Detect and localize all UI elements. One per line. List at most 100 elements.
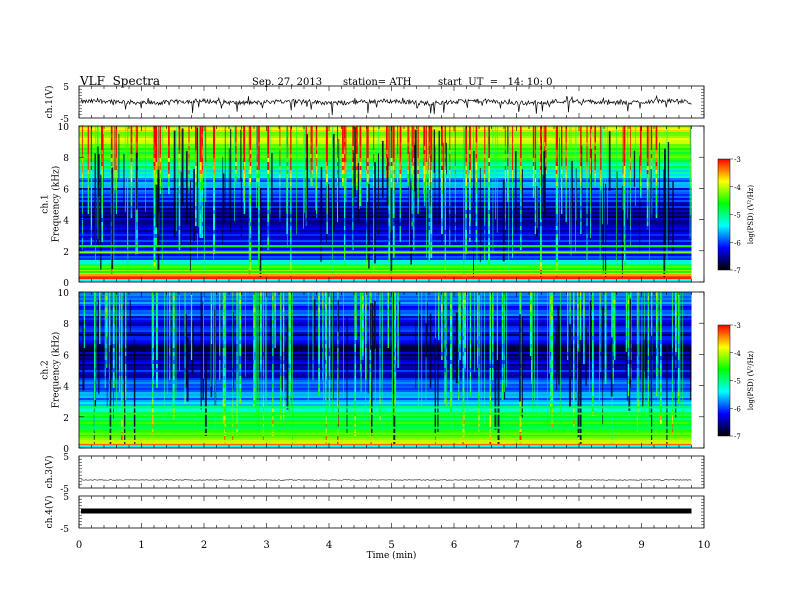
ch2-sferic xyxy=(325,332,327,336)
ch1-sferic xyxy=(373,190,375,194)
ch2-sferic xyxy=(435,316,437,320)
ch1-sferic xyxy=(532,166,535,170)
ch2-sferic xyxy=(354,332,357,336)
ch2-sferic xyxy=(478,328,480,332)
ch1-sferic xyxy=(475,214,478,218)
ch2-freq-row xyxy=(79,318,692,321)
ch2-sferic xyxy=(361,300,364,304)
ch1-sferic xyxy=(449,242,451,246)
ch1-sferic xyxy=(425,142,427,146)
ch1-sferic xyxy=(428,190,430,194)
ch1-sferic xyxy=(235,166,237,170)
ch2-sferic xyxy=(118,388,121,392)
ch1-sferic xyxy=(622,194,624,198)
ch1-dark-streak xyxy=(306,134,309,223)
ch1-sferic xyxy=(639,174,642,178)
ch1-sferic xyxy=(520,190,522,194)
ch2-sferic xyxy=(118,352,121,356)
ch1-sferic xyxy=(407,150,409,154)
ch2-sferic xyxy=(254,352,256,356)
ch2-sferic xyxy=(222,348,225,352)
ch1-sferic xyxy=(316,130,318,134)
ch2-sferic xyxy=(446,332,448,336)
ch1-sferic xyxy=(258,158,260,162)
ch1-sferic xyxy=(256,142,258,146)
ch1-sferic xyxy=(367,126,369,130)
ch1-sferic xyxy=(390,142,393,146)
ch2-sferic xyxy=(638,308,640,312)
ch1-dark-streak xyxy=(353,152,355,247)
ch2-sferic xyxy=(638,388,640,392)
ch2-sferic xyxy=(444,300,446,304)
ch2-sferic xyxy=(253,340,255,344)
ch1-sferic xyxy=(178,230,181,234)
ch1-sferic xyxy=(444,242,446,246)
ch1-sferic xyxy=(425,186,427,190)
ch2-sferic xyxy=(322,304,323,308)
ch1-sferic xyxy=(411,190,413,194)
ch2-sferic xyxy=(274,332,276,336)
ch2-sferic xyxy=(325,364,327,368)
ch2-sferic xyxy=(254,292,256,296)
ch2-sferic xyxy=(280,316,282,320)
ch2-sferic xyxy=(531,336,533,340)
ch2-sferic xyxy=(272,340,274,344)
ch2-freq-row xyxy=(79,372,692,375)
ch1-sferic xyxy=(622,158,624,162)
ch1-sferic xyxy=(178,142,181,146)
ch1-sferic xyxy=(199,166,202,170)
ch2-sferic xyxy=(444,356,446,360)
ch1-sferic xyxy=(392,206,395,210)
ch1-sferic xyxy=(428,182,431,186)
ch1-sferic xyxy=(205,170,207,174)
ch1-sferic xyxy=(153,130,155,134)
ch1-sferic xyxy=(555,190,558,194)
ch2-sferic xyxy=(222,380,225,384)
ch1-sferic xyxy=(153,214,156,218)
ch1-sferic xyxy=(650,142,653,146)
ch1-sferic xyxy=(646,222,649,226)
ch1-sferic xyxy=(267,246,270,250)
ch2-sferic xyxy=(224,300,226,304)
ch2-sferic xyxy=(579,300,582,304)
ch2-sferic xyxy=(361,348,364,352)
ch1-freq-row xyxy=(79,138,692,141)
ch1-freq-row xyxy=(79,240,692,243)
ch2-sferic xyxy=(592,372,594,376)
ch2-sferic xyxy=(361,292,364,296)
ch1-sferic xyxy=(205,166,207,170)
ch1-sferic xyxy=(630,230,631,234)
ch1-sferic xyxy=(555,158,558,162)
ch1-sferic xyxy=(512,158,514,162)
ch1-sferic xyxy=(425,162,427,166)
ch2-sferic xyxy=(224,348,226,352)
ch2-sferic xyxy=(325,376,327,380)
ch2-sferic xyxy=(478,400,480,404)
ch1-sferic xyxy=(512,154,514,158)
ch2-sferic xyxy=(492,348,494,352)
ch1-sferic xyxy=(337,126,339,130)
ch1-sferic xyxy=(130,202,133,206)
ch1-sferic xyxy=(469,218,471,222)
ch1-sferic xyxy=(646,130,649,134)
ch1-sferic xyxy=(540,154,542,158)
ch1-sferic xyxy=(342,150,344,154)
ch2-sferic xyxy=(224,316,226,320)
ch1-sferic xyxy=(413,134,415,138)
ch1-sferic xyxy=(248,210,250,214)
ch1-sferic xyxy=(248,254,250,258)
ch2-sferic xyxy=(83,344,85,348)
ch1-sferic xyxy=(413,178,415,182)
ch1-sferic xyxy=(600,158,602,162)
ch2-sferic xyxy=(369,352,371,356)
ch2-sferic xyxy=(600,336,602,340)
ch2-sferic xyxy=(361,340,364,344)
ch2-sferic xyxy=(477,324,479,328)
ch1-sferic xyxy=(590,190,592,194)
ch2-sferic xyxy=(262,304,264,308)
ch1-freq-row xyxy=(79,158,692,161)
ch1-sferic xyxy=(136,146,138,150)
ch2-sferic xyxy=(531,328,533,332)
ch2-sferic xyxy=(441,312,443,316)
ch1-sferic xyxy=(194,198,197,202)
